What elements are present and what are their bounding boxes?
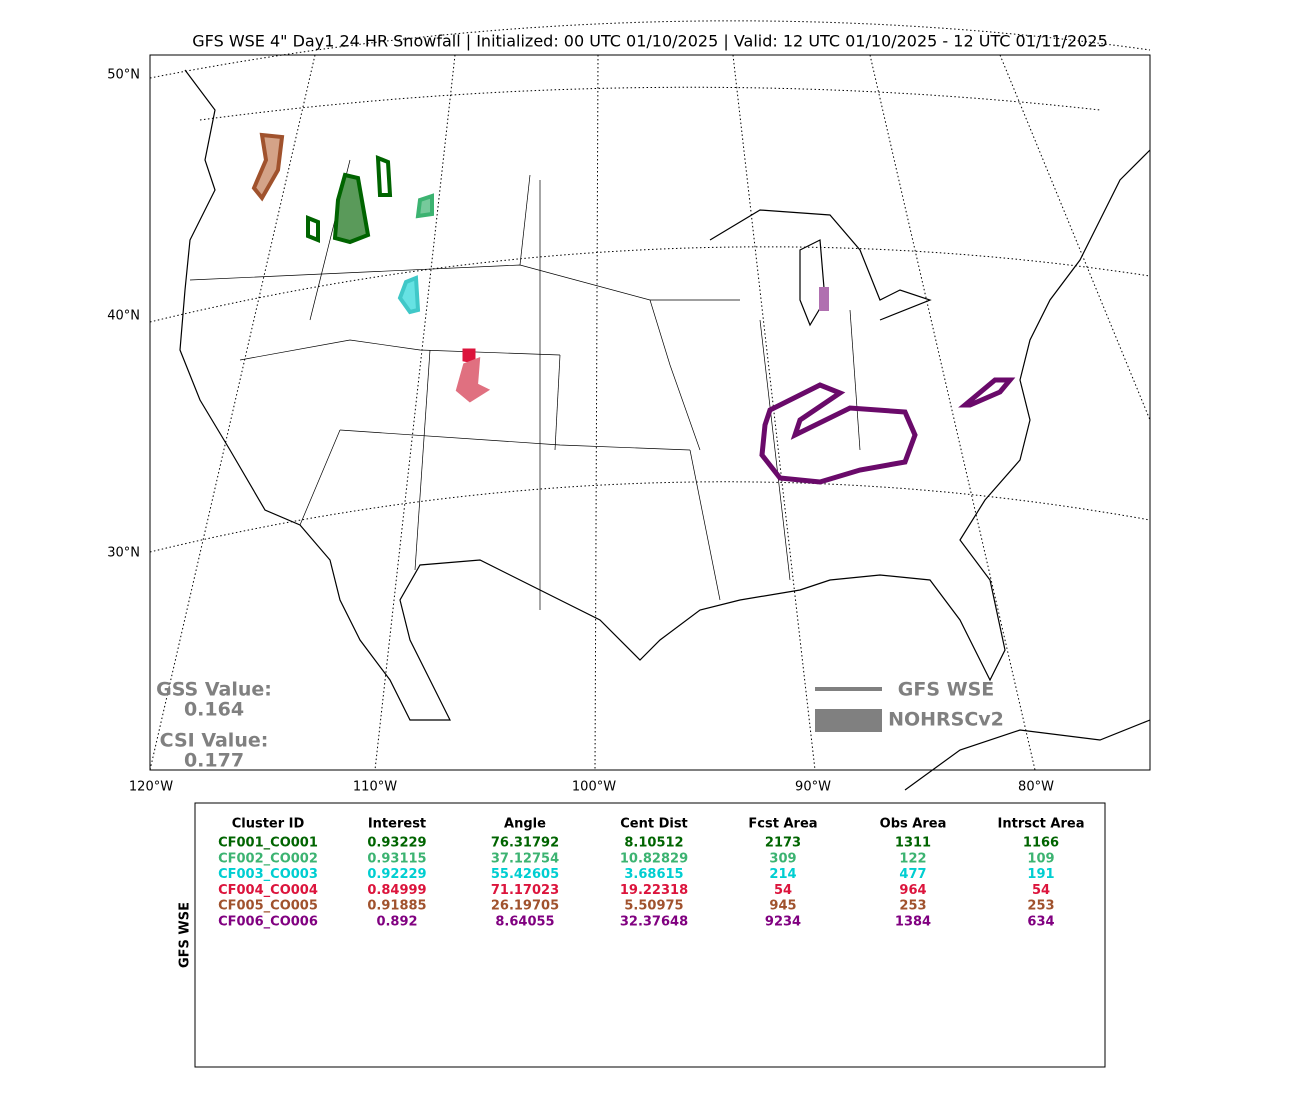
table-cell: 253: [1027, 899, 1054, 914]
table-frame: [194, 802, 1106, 1068]
cluster-5: [251, 132, 285, 202]
table-header: Angle: [504, 817, 546, 832]
lat-label: 30°N: [107, 546, 140, 561]
table-cell: 19.22318: [620, 883, 688, 898]
legend-label: NOHRSCv2: [888, 709, 1004, 731]
score-label: CSI Value:: [160, 730, 269, 752]
table-cell: 191: [1027, 867, 1054, 882]
coastlines: [179, 69, 1151, 791]
graticule: [149, 20, 1151, 771]
lon-label: 100°W: [572, 780, 616, 795]
table-cell: CF001_CO001: [218, 836, 318, 851]
table-cell: 122: [899, 851, 926, 866]
table-cell: 71.17023: [491, 883, 559, 898]
table-cell: 0.92229: [367, 867, 426, 882]
table-cell: 214: [769, 867, 796, 882]
table-cell: 32.37648: [620, 915, 688, 930]
table-cell: 26.19705: [491, 899, 559, 914]
table-cell: 37.12754: [491, 851, 559, 866]
cluster-6b: [958, 377, 1016, 408]
cluster-1c: [306, 215, 320, 243]
table-header: Intrsct Area: [998, 817, 1085, 832]
table-cell: CF004_CO004: [218, 883, 318, 898]
table-cell: 309: [769, 851, 796, 866]
lat-label: 40°N: [107, 309, 140, 324]
table-cell: 0.93229: [367, 836, 426, 851]
table-cell: CF002_CO002: [218, 851, 318, 866]
cluster-3: [397, 275, 421, 315]
table-cell: 8.64055: [495, 915, 554, 930]
lat-label: 50°N: [107, 68, 140, 83]
score-value: 0.164: [184, 699, 244, 721]
table-cell: 0.91885: [367, 899, 426, 914]
table-cell: 55.42605: [491, 867, 559, 882]
table-header: Fcst Area: [748, 817, 817, 832]
cluster-6-obs: [819, 287, 829, 311]
title: GFS WSE 4" Day1 24 HR Snowfall | Initial…: [192, 32, 1108, 51]
table-cell: 0.93115: [367, 851, 426, 866]
table-header: Cent Dist: [620, 817, 688, 832]
table-cell: 945: [769, 899, 796, 914]
table-cell: 964: [899, 883, 926, 898]
table-cell: 10.82829: [620, 851, 688, 866]
lon-label: 90°W: [795, 780, 831, 795]
table-cell: 0.892: [376, 915, 417, 930]
table-header: Obs Area: [880, 817, 947, 832]
score-label: GSS Value:: [156, 679, 272, 701]
legend-label: GFS WSE: [898, 679, 995, 701]
cluster-1: [332, 172, 371, 245]
cluster-1b: [375, 154, 393, 197]
table-cell: 3.68615: [624, 867, 683, 882]
borders: [189, 159, 861, 610]
legend-fill-swatch: [815, 709, 882, 732]
map: 50°N 40°N 30°N 120°W 110°W 100°W 90°W 80°W GSS V…: [107, 20, 1151, 795]
table-cell: 54: [1032, 883, 1050, 898]
table-cell: 8.10512: [624, 836, 683, 851]
table-cell: CF006_CO006: [218, 915, 318, 930]
map-frame: [149, 54, 1151, 771]
table-cell: 0.84999: [367, 883, 426, 898]
cluster-6: [759, 382, 918, 485]
cluster-4-obs: [455, 356, 491, 403]
table-cell: 109: [1027, 851, 1054, 866]
table-cell: CF003_CO003: [218, 867, 318, 882]
clusters: [251, 132, 1016, 485]
table-cell: 1311: [895, 836, 931, 851]
lon-label: 120°W: [129, 780, 173, 795]
table-side-label: GFS WSE: [178, 902, 193, 968]
lon-label: 110°W: [353, 780, 397, 795]
table-cell: CF005_CO005: [218, 899, 318, 914]
lon-label: 80°W: [1018, 780, 1054, 795]
table-cell: 1384: [895, 915, 931, 930]
table-cell: 5.50975: [624, 899, 683, 914]
table-cell: 477: [899, 867, 926, 882]
table-cell: 2173: [765, 836, 801, 851]
table-cell: 76.31792: [491, 836, 559, 851]
table-cell: 54: [774, 883, 792, 898]
table-cell: 9234: [765, 915, 801, 930]
table-cell: 634: [1027, 915, 1054, 930]
table: GFS WSE Cluster ID Interest Angle Cent Dist…: [178, 802, 1106, 1068]
score-value: 0.177: [184, 750, 244, 772]
table-header: Cluster ID: [232, 817, 305, 832]
table-cell: 253: [899, 899, 926, 914]
table-cell: 1166: [1023, 836, 1059, 851]
table-header: Interest: [368, 817, 426, 832]
cluster-2: [415, 193, 434, 219]
